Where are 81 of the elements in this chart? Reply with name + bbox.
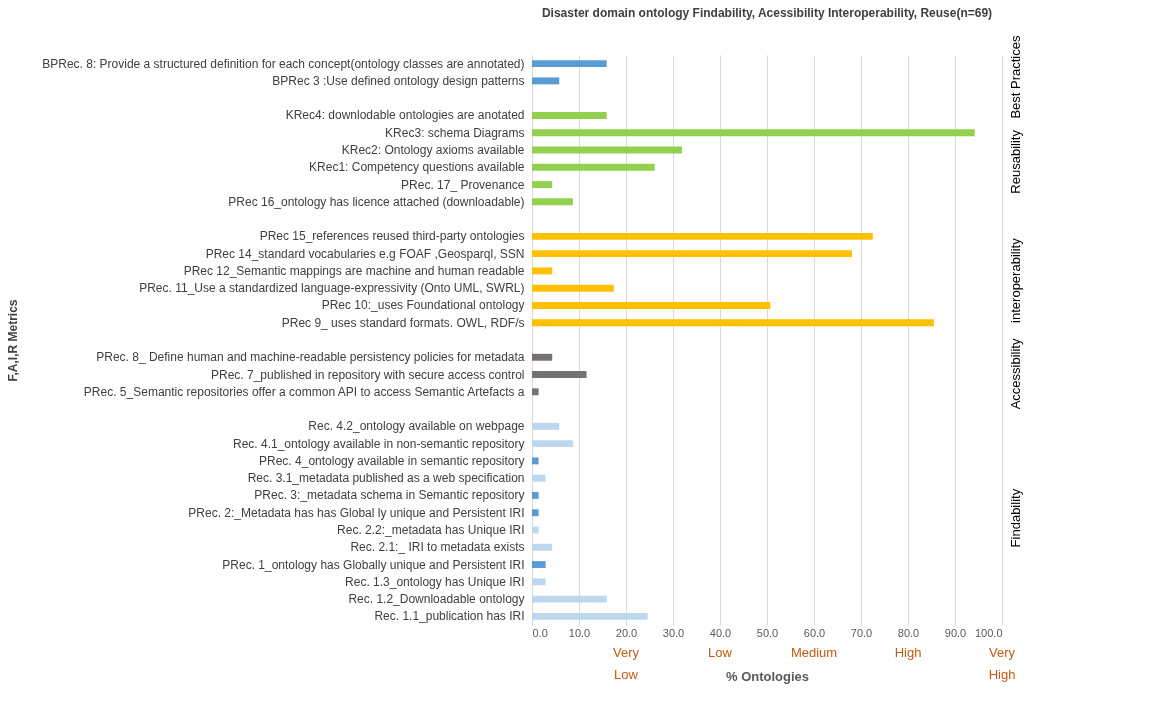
text: High: [894, 645, 922, 660]
y-tick-label: PRec. 7_published in repository with secure access control: [211, 367, 525, 382]
bar: [532, 561, 546, 568]
bar: [532, 284, 614, 292]
text: Medium: [790, 645, 838, 660]
x-tick-label: 60.0: [803, 626, 826, 639]
x-tick-label: 50.0: [756, 626, 779, 639]
y-tick-label: PRec. 8_ Define human and machine-readable persistency policies for metadata: [96, 350, 525, 365]
x-tick-label: 100.0: [974, 626, 1003, 639]
y-tick-label: PRec. 11_Use a standardized language-expressivity (Onto UML, SWRL): [139, 281, 525, 296]
y-tick-label: PRec. 2:_Metadata has has Global ly unique and Persistent IRI: [188, 505, 525, 520]
bar: [532, 112, 607, 119]
bar: [532, 319, 934, 327]
bar: [532, 388, 539, 396]
x-tick-label: 30.0: [662, 626, 685, 639]
y-tick-label: Rec. 2.1:_ IRI to metadata exists: [350, 540, 525, 555]
x-tick-label: 80.0: [897, 626, 920, 639]
bar: [532, 129, 975, 137]
bar: [532, 302, 771, 309]
y-tick-label: Rec. 1.1_publication has IRI: [374, 609, 525, 624]
x-tick-label: 10.0: [568, 626, 591, 639]
bar: [532, 422, 560, 430]
bar: [532, 595, 607, 603]
bar: [532, 474, 546, 482]
y-tick-label: PRec 12_Semantic mappings are machine and human readable: [183, 263, 525, 278]
text: Accessibility: [1008, 338, 1023, 410]
bar: [532, 181, 553, 188]
bar: [532, 371, 587, 378]
text: Findability: [1008, 488, 1023, 548]
bar: [532, 492, 539, 499]
y-tick-label: Rec. 2.2:_metadata has Unique IRI: [337, 523, 525, 537]
bar: [532, 440, 573, 448]
y-axis-title: F,A,I,R Metrics: [6, 299, 21, 382]
bar: [532, 250, 853, 258]
bar: [532, 612, 648, 620]
text: Very Low: [612, 645, 640, 682]
bar: [532, 267, 553, 275]
bar: [532, 543, 553, 551]
y-tick-label: Rec. 4.1_ontology available in non-semantic repository: [233, 436, 525, 451]
text: Low: [708, 645, 733, 660]
x-tick-label: 70.0: [850, 626, 873, 639]
y-tick-label: PRec. 3:_metadata schema in Semantic repository: [254, 488, 525, 503]
bar: [532, 509, 539, 517]
x-tick-label: 40.0: [709, 626, 732, 639]
text: Reusability: [1008, 129, 1023, 194]
y-tick-label: PRec 14_standard vocabularies e.g FOAF ,Geosparql, SSN: [205, 246, 525, 261]
y-tick-label: KRec3: schema Diagrams: [385, 125, 525, 140]
y-tick-label: Rec. 3.1_metadata published as a web specification: [247, 471, 525, 486]
y-tick-label: PRec. 5_Semantic repositories offer a common API to access Semantic Artefacts a: [83, 384, 525, 399]
y-tick-label: KRec1: Competency questions available: [309, 160, 525, 175]
x-axis-title: % Ontologies: [725, 668, 810, 684]
y-tick-label: BPRec 3 :Use defined ontology design patterns: [272, 73, 525, 88]
text: Very High: [988, 645, 1016, 682]
bar: [532, 526, 539, 534]
y-tick-label: PRec 10:_uses Foundational ontology: [321, 298, 525, 313]
text: interoperability: [1008, 237, 1023, 323]
y-tick-label: PRec. 17_ Provenance: [401, 177, 525, 192]
y-tick-label: KRec2: Ontology axioms available: [341, 143, 525, 157]
chart-title: Disaster domain ontology Findability, Acessibility Interoperability, Reuse(n=69): [541, 5, 993, 20]
bar: [532, 163, 655, 171]
y-tick-label: PRec 9_ uses standard formats. OWL, RDF/s: [281, 315, 525, 330]
bar: [532, 578, 546, 586]
x-tick-label: 90.0: [944, 626, 967, 639]
bar: [532, 60, 607, 68]
y-tick-label: PRec 16_ontology has licence attached (downloadable): [228, 194, 525, 209]
y-tick-label: KRec4: downlodable ontologies are anotated: [285, 108, 525, 123]
bar: [532, 232, 873, 240]
y-tick-label: PRec. 1_ontology has Globally unique and Persistent IRI: [222, 557, 525, 572]
text: Best Practices: [1008, 35, 1023, 119]
y-tick-label: PRec. 4_ontology available in semantic repository: [259, 453, 525, 468]
bar: [532, 353, 553, 361]
y-tick-label: PRec 15_references reused third-party ontologies: [259, 229, 525, 244]
y-tick-label: Rec. 4.2_ontology available on webpage: [308, 419, 525, 434]
y-tick-label: Rec. 1.3_ontology has Unique IRI: [345, 574, 525, 589]
x-tick-label: 0.0: [532, 626, 548, 639]
bar: [532, 457, 539, 465]
x-tick-label: 20.0: [615, 626, 638, 639]
y-tick-label: BPRec. 8: Provide a structured definition for each concept(ontology classes are annotated): [42, 56, 525, 71]
bar: [532, 77, 560, 85]
bar: [532, 198, 573, 206]
y-tick-label: Rec. 1.2_Downloadable ontology: [348, 592, 525, 607]
